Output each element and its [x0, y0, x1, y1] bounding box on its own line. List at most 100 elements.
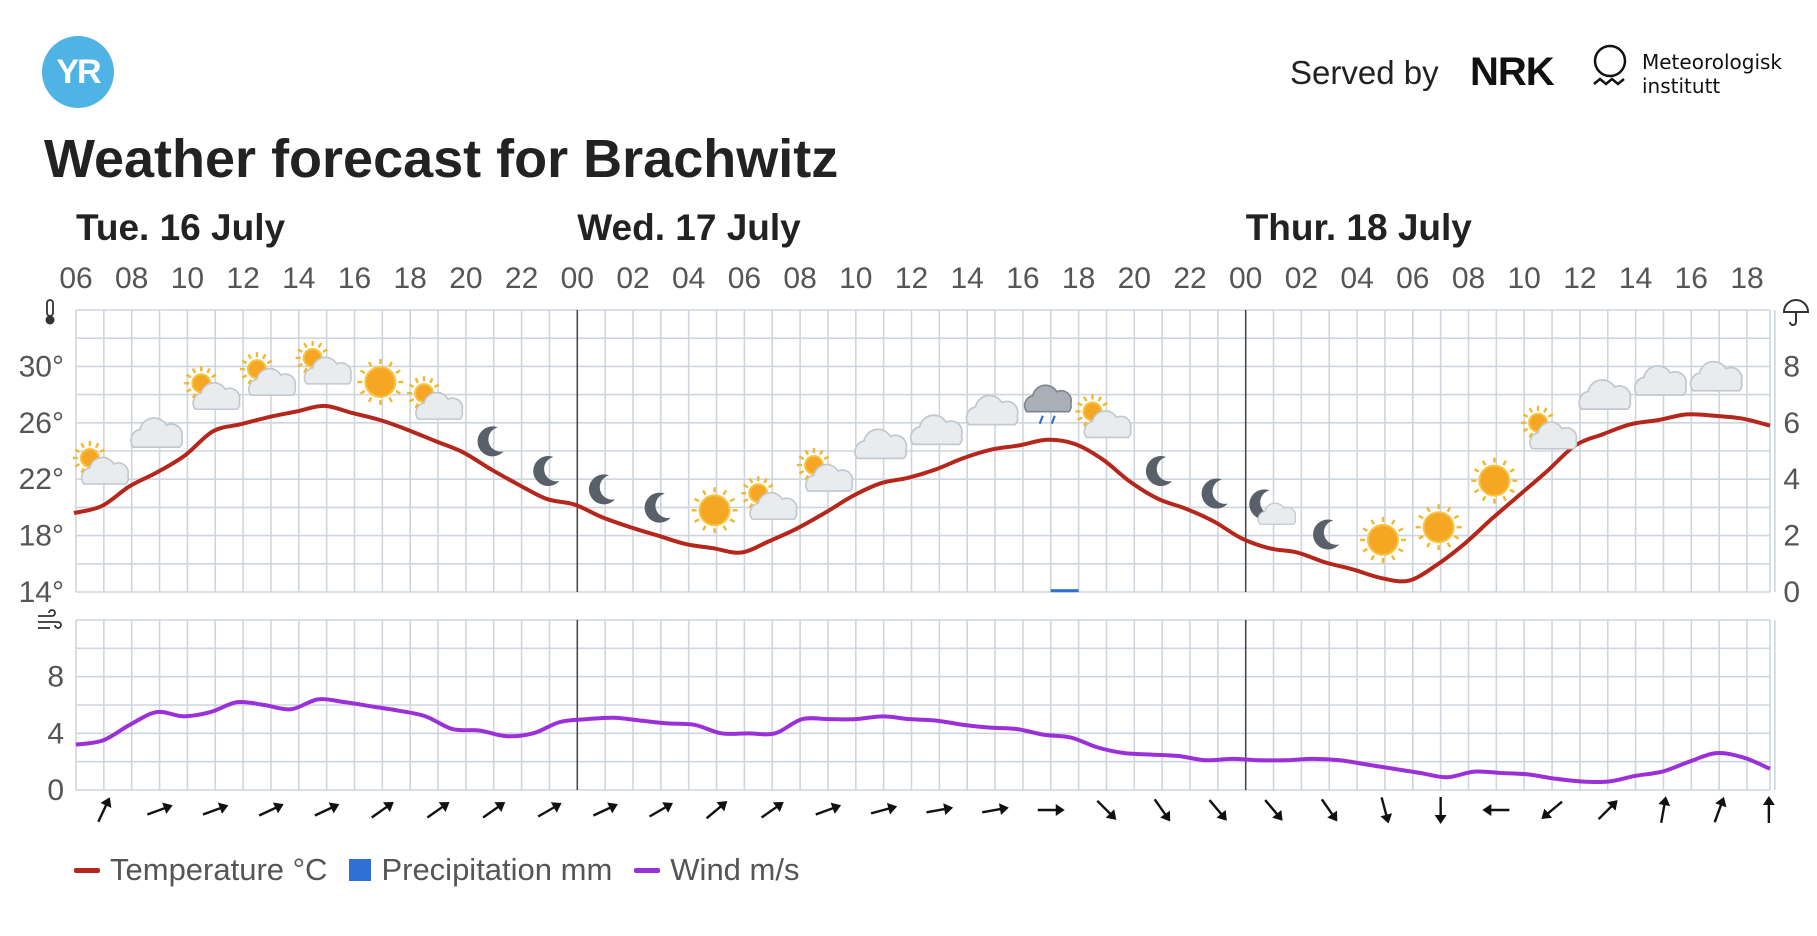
sun-ray	[1473, 488, 1480, 494]
sun-ray	[1426, 506, 1431, 513]
hour-tick-label: 10	[839, 262, 872, 295]
cloud-icon	[1689, 360, 1743, 392]
moon-shape	[477, 426, 504, 457]
precip-ytick-label: 4	[1783, 463, 1800, 496]
hour-tick-label: 12	[895, 262, 928, 295]
hour-tick-label: 12	[1563, 262, 1596, 295]
cloud-icon	[1578, 379, 1632, 410]
thermometer-icon-bulb	[45, 315, 55, 325]
sun-icon	[691, 487, 738, 534]
cloudy-icon	[854, 428, 908, 460]
cloud-icon	[415, 391, 464, 420]
arrow-head	[438, 801, 450, 813]
partly-cloudy-day-icon	[1521, 405, 1578, 450]
sun-disc	[698, 494, 731, 527]
yr-logo[interactable]: YR	[42, 36, 114, 108]
legend-swatch-temperature	[74, 867, 100, 873]
legend-label-precipitation: Precipitation mm	[381, 852, 613, 887]
cloud-shape	[1257, 502, 1297, 525]
clear-night-icon	[1145, 455, 1173, 486]
clear-night-icon	[477, 426, 504, 457]
chart-legend: Temperature °C Precipitation mm Wind m/s	[74, 852, 799, 888]
page-title: Weather forecast for Brachwitz	[44, 129, 839, 189]
sun-icon	[1471, 457, 1518, 504]
legend-item-wind[interactable]: Wind m/s	[634, 852, 799, 888]
met-line2: institutt	[1642, 74, 1721, 98]
legend-swatch-wind	[634, 867, 661, 873]
precip-bar	[1050, 589, 1079, 593]
cloud-icon	[192, 382, 241, 411]
thermometer-icon	[45, 299, 55, 325]
sun-ray	[303, 367, 308, 374]
hour-tick-label: 00	[1229, 262, 1262, 295]
wind-direction-arrow	[1208, 799, 1227, 821]
wind-direction-arrow	[1434, 797, 1447, 824]
cloud-shape	[1634, 364, 1688, 396]
wind-direction-arrow	[146, 802, 173, 816]
sun-ray	[722, 489, 728, 496]
arrow-head	[886, 802, 898, 815]
arrow-head	[830, 802, 842, 814]
cloud-icon	[248, 367, 297, 396]
partly-cloudy-day-icon	[741, 476, 798, 521]
sun-disc	[1366, 523, 1399, 556]
clear-sun-icon	[691, 487, 738, 534]
arrow-head	[494, 801, 506, 813]
legend-item-temperature[interactable]: Temperature °C	[74, 852, 327, 888]
arrow-head	[1216, 809, 1227, 821]
sun-ray	[261, 353, 267, 360]
sun-ray	[317, 342, 323, 349]
partly-cloudy-day-icon	[407, 376, 464, 420]
partly-cloudy-night-icon	[1249, 489, 1297, 525]
wind-direction-arrow	[982, 803, 1009, 816]
sun-ray	[1453, 535, 1460, 540]
moon-icon	[1249, 489, 1276, 520]
sun-ray	[1528, 432, 1534, 439]
arrow-head	[1272, 809, 1283, 821]
sun-ray	[1481, 495, 1487, 502]
sun-ray	[1397, 527, 1404, 532]
sun-ray	[433, 383, 440, 389]
sun-ray	[1502, 460, 1507, 466]
moon-shape	[588, 474, 616, 505]
sun-ray	[74, 448, 81, 454]
sun-ray	[1362, 547, 1368, 553]
wind-ytick-label: 0	[47, 774, 64, 807]
met-institute-logo[interactable]: Meteorologisk institutt	[1642, 50, 1782, 98]
day-label: Thur. 18 July	[1246, 207, 1473, 248]
sun-ray	[414, 377, 420, 384]
wind-direction-arrow	[97, 797, 112, 823]
sun-ray	[1446, 542, 1452, 548]
wind-direction-arrow	[1153, 798, 1171, 822]
sun-ray	[1509, 488, 1515, 494]
moon-icon	[1145, 455, 1173, 486]
sun-ray	[694, 518, 700, 523]
sun-ray	[359, 369, 366, 375]
precip-ytick-label: 0	[1783, 576, 1800, 609]
wind-direction-arrow	[258, 802, 284, 817]
sun-ray	[395, 369, 401, 375]
nrk-logo[interactable]: NRK	[1470, 50, 1555, 94]
sun-ray	[798, 470, 805, 475]
arrow-head	[662, 802, 673, 813]
precip-ytick-label: 2	[1783, 520, 1800, 553]
sun-ray	[247, 353, 252, 360]
arrow-head	[1541, 808, 1553, 819]
moon-shape	[533, 455, 560, 486]
legend-item-precipitation[interactable]: Precipitation mm	[349, 852, 612, 888]
thermometer-icon-tube	[46, 299, 54, 317]
sun-ray	[1082, 396, 1088, 402]
sun-ray	[99, 448, 106, 454]
arrow-head	[1607, 800, 1618, 811]
partly-cloudy-day-icon	[1075, 394, 1132, 439]
arrow-head	[550, 802, 562, 813]
wind-direction-arrow	[1713, 796, 1727, 823]
sun-disc	[1478, 464, 1511, 497]
partly-cloudy-day-icon	[295, 340, 352, 385]
sun-ray	[1446, 506, 1452, 513]
sun-ray	[1426, 542, 1431, 548]
partly-cloudy-day-icon	[239, 352, 297, 396]
cloud-shape	[415, 391, 464, 420]
sun-ray	[1082, 421, 1088, 427]
